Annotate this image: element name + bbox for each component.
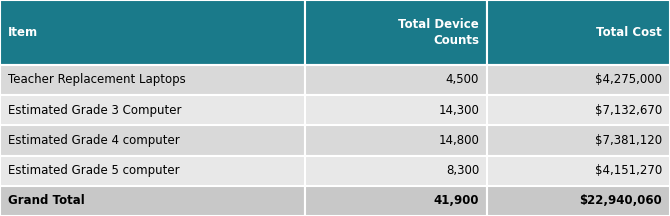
Text: Total Cost: Total Cost xyxy=(596,26,662,39)
Bar xyxy=(305,156,487,186)
Bar xyxy=(305,0,487,65)
Text: 41,900: 41,900 xyxy=(433,194,479,207)
Text: 4,500: 4,500 xyxy=(446,73,479,86)
Text: $7,132,670: $7,132,670 xyxy=(595,104,662,117)
Text: Total Device
Counts: Total Device Counts xyxy=(398,18,479,47)
Text: 14,300: 14,300 xyxy=(438,104,479,117)
Bar xyxy=(487,65,670,95)
Text: $4,151,270: $4,151,270 xyxy=(595,164,662,177)
Text: Grand Total: Grand Total xyxy=(8,194,85,207)
Text: Estimated Grade 3 Computer: Estimated Grade 3 Computer xyxy=(8,104,182,117)
Text: Item: Item xyxy=(8,26,38,39)
Text: Estimated Grade 4 computer: Estimated Grade 4 computer xyxy=(8,134,180,147)
Bar xyxy=(0,95,305,125)
Bar xyxy=(487,125,670,156)
Bar xyxy=(305,95,487,125)
Text: Teacher Replacement Laptops: Teacher Replacement Laptops xyxy=(8,73,186,86)
Bar xyxy=(0,125,305,156)
Text: 8,300: 8,300 xyxy=(446,164,479,177)
Bar xyxy=(305,186,487,216)
Bar xyxy=(0,0,305,65)
Bar xyxy=(0,156,305,186)
Bar xyxy=(305,65,487,95)
Bar xyxy=(0,186,305,216)
Text: $4,275,000: $4,275,000 xyxy=(595,73,662,86)
Text: $7,381,120: $7,381,120 xyxy=(595,134,662,147)
Text: 14,800: 14,800 xyxy=(438,134,479,147)
Bar xyxy=(487,156,670,186)
Bar xyxy=(487,0,670,65)
Bar xyxy=(487,95,670,125)
Bar xyxy=(0,65,305,95)
Text: $22,940,060: $22,940,060 xyxy=(579,194,662,207)
Bar xyxy=(305,125,487,156)
Bar xyxy=(487,186,670,216)
Text: Estimated Grade 5 computer: Estimated Grade 5 computer xyxy=(8,164,180,177)
